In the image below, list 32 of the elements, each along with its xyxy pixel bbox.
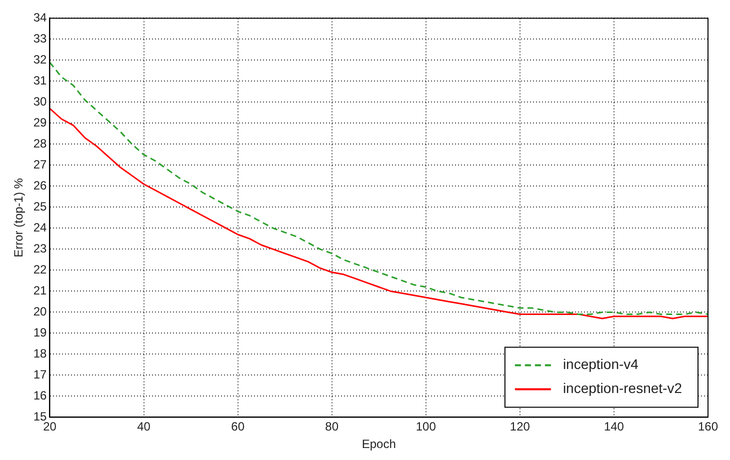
y-tick-label: 17 <box>33 368 48 382</box>
legend-label: inception-resnet-v2 <box>562 380 682 396</box>
y-axis-title: Error (top-1) % <box>12 178 26 258</box>
x-tick-label: 120 <box>510 420 530 434</box>
x-tick-label: 40 <box>137 420 151 434</box>
y-tick-label: 23 <box>33 242 48 256</box>
x-tick-label: 100 <box>416 420 436 434</box>
legend-label: inception-v4 <box>562 356 639 372</box>
x-tick-label: 160 <box>698 420 718 434</box>
y-tick-label: 21 <box>33 284 48 298</box>
y-tick-label: 19 <box>33 326 48 340</box>
x-tick-label: 80 <box>325 420 339 434</box>
line-series <box>50 62 708 316</box>
y-tick-label: 29 <box>33 116 48 130</box>
x-tick-label: 140 <box>604 420 624 434</box>
y-tick-label: 34 <box>33 10 48 25</box>
y-tick-label: 31 <box>33 74 48 88</box>
y-tick-label: 32 <box>33 52 48 67</box>
x-tick-label: 60 <box>231 420 245 434</box>
y-tick-label: 18 <box>33 346 48 361</box>
y-tick-label: 20 <box>33 304 48 319</box>
y-tick-label: 24 <box>33 220 48 235</box>
y-tick-label: 22 <box>33 262 48 277</box>
y-tick-label: 25 <box>33 200 48 214</box>
x-tick-label: 20 <box>43 420 57 434</box>
x-axis-title: Epoch <box>362 437 396 452</box>
y-tick-label: 27 <box>33 158 48 172</box>
y-tick-label: 26 <box>33 178 48 193</box>
y-tick-label: 30 <box>33 94 48 109</box>
y-tick-label: 28 <box>33 136 48 151</box>
y-tick-label: 16 <box>33 388 48 403</box>
y-tick-label: 33 <box>33 32 48 46</box>
